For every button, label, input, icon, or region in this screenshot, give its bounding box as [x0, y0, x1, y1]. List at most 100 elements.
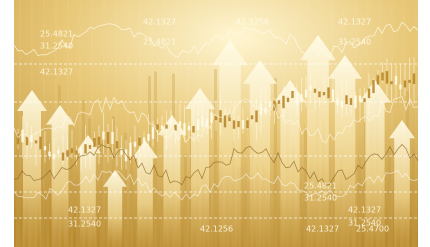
candle-body [300, 94, 302, 100]
candle-body [345, 95, 347, 104]
candle-body [246, 120, 248, 128]
candle-body [138, 138, 140, 146]
candle-body [201, 116, 203, 126]
candle-body [57, 150, 59, 153]
candle-body [336, 98, 338, 105]
candle-body [197, 119, 199, 130]
bg-bar [100, 142, 103, 247]
candle-body [80, 147, 82, 155]
candle-body [26, 137, 28, 146]
candle-body [332, 89, 334, 102]
candle-body [183, 123, 185, 135]
bg-bar [244, 194, 247, 247]
bg-bar [154, 72, 157, 247]
number-label: 42.1327 [143, 18, 176, 27]
candle-body [89, 145, 91, 149]
bg-bar [412, 149, 415, 247]
candle-body [116, 141, 118, 148]
candle-body [156, 124, 158, 130]
candle-body [179, 121, 181, 126]
candle-body [53, 154, 55, 159]
candle-body [390, 81, 392, 84]
candle-body [48, 152, 50, 157]
gold-chart-art: 25.4821 31.2540 42.1327 42.1327 25.4821 42.12… [0, 0, 430, 247]
candle-body [287, 98, 289, 102]
candle-body [386, 71, 388, 83]
number-label: 42.1256 [200, 225, 233, 234]
candle-body [408, 80, 410, 83]
candle-body [188, 126, 190, 130]
candle-body [368, 89, 370, 99]
candle-body [377, 75, 379, 84]
number-label: 31.2540 [338, 38, 371, 47]
candle-body [399, 84, 401, 89]
candle-body [39, 137, 41, 150]
candle-body [413, 73, 415, 84]
candle-body [404, 81, 406, 88]
bg-bar [160, 199, 163, 247]
candle-body [242, 120, 244, 129]
number-label: 31.2540 [68, 220, 101, 229]
candle-body [291, 91, 293, 98]
candle-body [219, 110, 221, 122]
candle-body [170, 121, 172, 125]
candle-body [66, 150, 68, 157]
candle-body [98, 137, 100, 145]
number-label: 31.2540 [304, 194, 337, 203]
candle-body [93, 138, 95, 147]
candle-body [318, 91, 320, 97]
candle-body [134, 142, 136, 147]
number-label: 42.1327 [40, 68, 73, 77]
candle-body [84, 144, 86, 153]
candle-body [62, 153, 64, 161]
candle-body [305, 90, 307, 98]
candle-body [282, 96, 284, 108]
candle-body [350, 98, 352, 105]
candle-body [269, 101, 271, 107]
candle-body [296, 93, 298, 105]
candle-body [35, 140, 37, 143]
candle-body [314, 89, 316, 93]
number-label: 25.4821 [40, 30, 73, 39]
candle-body [359, 96, 361, 101]
number-label: 31.2540 [40, 42, 73, 51]
candle-body [255, 110, 257, 122]
candle-body [143, 137, 145, 142]
number-label: 31.2540 [348, 219, 381, 228]
right-margin [418, 0, 430, 247]
candle-body [278, 100, 280, 104]
number-label: 42.1327 [68, 206, 101, 215]
number-label: 25.4821 [304, 182, 337, 191]
candle-body [111, 132, 113, 144]
candle-body [21, 130, 23, 143]
number-label: 25.4821 [143, 38, 176, 47]
bg-bar [214, 69, 217, 247]
candle-body [341, 101, 343, 108]
candle-body [237, 121, 239, 127]
candle-body [215, 116, 217, 120]
candle-body [102, 131, 104, 139]
number-label: 42.1327 [338, 18, 371, 27]
candle-body [152, 127, 154, 139]
candle-body [147, 134, 149, 141]
candle-body [192, 126, 194, 133]
bg-bar [184, 154, 187, 247]
candle-body [323, 92, 325, 95]
candle-body [75, 150, 77, 154]
candle-body [395, 76, 397, 85]
candle-body [327, 87, 329, 98]
number-label: 42.1327 [306, 225, 339, 234]
candle-body [354, 95, 356, 108]
candle-body [165, 125, 167, 129]
page: 25.4821 31.2540 42.1327 42.1327 25.4821 42.12… [0, 0, 430, 247]
number-label: 42.1256 [236, 18, 269, 27]
candle-body [44, 146, 46, 150]
candle-body [107, 132, 109, 144]
candle-body [372, 80, 374, 93]
number-label: 42.1327 [348, 206, 381, 215]
left-margin [0, 0, 14, 247]
bg-bar [70, 155, 73, 247]
candle-body [363, 98, 365, 102]
candle-body [381, 73, 383, 81]
candle-body [71, 148, 73, 153]
